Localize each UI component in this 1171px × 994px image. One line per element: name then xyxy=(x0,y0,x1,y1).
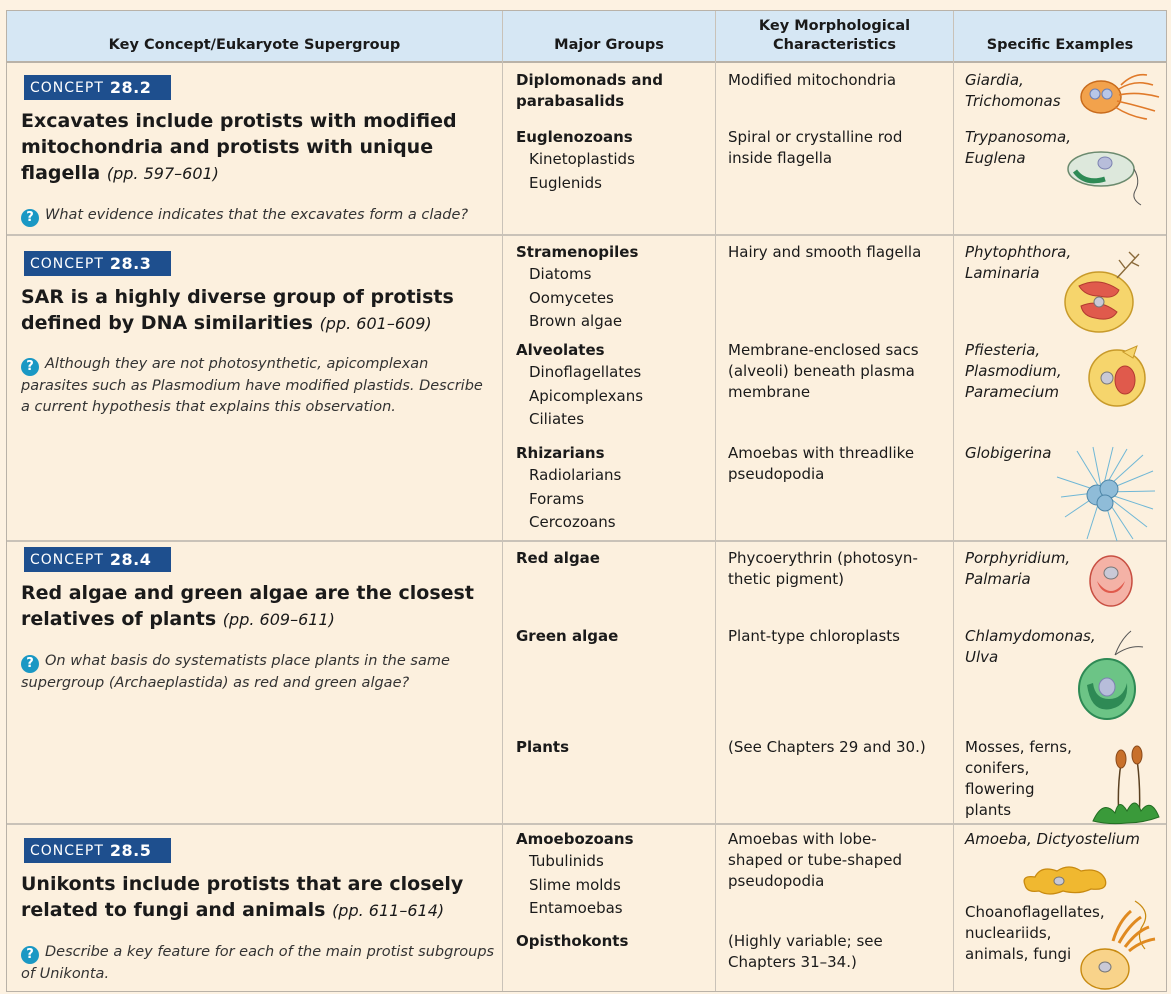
porphyridium-illustration xyxy=(1089,555,1133,607)
characteristic: (Highly variable; see Chapters 31–34.) xyxy=(728,932,883,971)
subgroup: Radiolarians xyxy=(529,466,622,484)
examples: Globigerina xyxy=(965,444,1052,462)
concept-number: 28.4 xyxy=(109,550,152,569)
choanoflagellate-illustration xyxy=(1080,900,1156,990)
concept-badge: CONCEPT 28.5 xyxy=(24,838,171,863)
subgroup: Ciliates xyxy=(529,410,585,428)
examples: Porphyridium, Palmaria xyxy=(965,549,1071,588)
characteristic: Membrane-enclosed sacs (alveoli) beneath… xyxy=(728,341,919,401)
concept-label: CONCEPT xyxy=(30,842,104,859)
subgroup: Euglenids xyxy=(529,173,602,192)
subgroup: Diatoms xyxy=(529,265,592,283)
characteristic: Amoebas with lobe-shaped or tube-shaped … xyxy=(728,830,903,890)
concept-label: CONCEPT xyxy=(30,79,104,96)
concept-badge: CONCEPT 28.3 xyxy=(24,251,171,276)
group-name: Red algae xyxy=(516,549,600,567)
subgroup: Dinoflagellates xyxy=(529,363,642,381)
group-name: Diplomonads and parabasalids xyxy=(516,71,663,110)
concept-badge: CONCEPT 28.4 xyxy=(24,547,171,572)
subgroup: Cercozoans xyxy=(529,513,616,531)
group-block: Stramenopiles Diatoms Oomycetes Brown al… xyxy=(516,242,696,334)
examples: Pfiesteria, Plasmodium, Paramecium xyxy=(965,341,1062,401)
question-icon: ? xyxy=(21,946,39,964)
characteristic: Phycoerythrin (photosyn-thetic pigment) xyxy=(728,549,918,588)
subgroup: Oomycetes xyxy=(529,288,614,307)
header-morphological: Key Morphological Characteristics xyxy=(758,18,911,53)
review-question: ? On what basis do systematists place pla… xyxy=(21,653,450,691)
group-block: Euglenozoans Kinetoplastids Euglenids xyxy=(516,127,696,195)
phytophthora-illustration xyxy=(1064,251,1140,333)
characteristic: Amoebas with threadlike pseudopodia xyxy=(728,444,915,483)
row-divider xyxy=(7,540,1166,542)
summary-table: Key Concept/Eukaryote Supergroup Major G… xyxy=(6,10,1167,992)
row-divider xyxy=(7,234,1166,236)
subgroup: Apicomplexans xyxy=(529,386,644,405)
row-divider xyxy=(7,823,1166,825)
examples: Choanoflagellates, nucleariids, animals,… xyxy=(965,903,1105,963)
review-question: ? Although they are not photosynthetic, a… xyxy=(21,356,483,415)
globigerina-illustration xyxy=(1056,446,1156,542)
concept-number: 28.3 xyxy=(109,254,152,273)
concept-title: SAR is a highly diverse group of protist… xyxy=(21,286,454,334)
examples: Amoeba, Dictyostelium xyxy=(965,830,1140,848)
group-block: Rhizarians Radiolarians Forams Cercozoan… xyxy=(516,443,696,535)
group-name: Green algae xyxy=(516,627,619,645)
examples: Trypanosoma, Euglena xyxy=(965,128,1072,167)
examples: Chlamydomonas, Ulva xyxy=(965,627,1096,666)
group-name: Opisthokonts xyxy=(516,932,629,950)
characteristic: Spiral or crystalline rod inside flagell… xyxy=(728,128,903,167)
concept-title: Red algae and green algae are the closes… xyxy=(21,582,474,630)
header-key-concept: Key Concept/Eukaryote Supergroup xyxy=(108,37,401,53)
subgroup: Slime molds xyxy=(529,875,621,894)
concept-number: 28.5 xyxy=(109,841,152,860)
characteristic: Hairy and smooth flagella xyxy=(728,243,922,261)
group-block: Amoebozoans Tubulinids Slime molds Entam… xyxy=(516,829,696,921)
header-major-groups: Major Groups xyxy=(554,37,664,53)
concept-title: Unikonts include protists that are close… xyxy=(21,873,464,921)
review-question: ? What evidence indicates that the excava… xyxy=(21,205,496,227)
examples: Mosses, ferns, conifers, flowering plant… xyxy=(965,738,1072,819)
group-block: Alveolates Dinoflagellates Apicomplexans… xyxy=(516,340,696,432)
amoeba-illustration xyxy=(1023,866,1107,895)
concept-badge: CONCEPT 28.2 xyxy=(24,75,171,100)
concept-number: 28.2 xyxy=(109,78,152,97)
concept-label: CONCEPT xyxy=(30,551,104,568)
characteristic: Plant-type chloroplasts xyxy=(728,627,900,645)
chlamydomonas-illustration xyxy=(1078,630,1144,720)
column-divider xyxy=(715,11,716,991)
question-icon: ? xyxy=(21,209,39,227)
examples: Giardia, Trichomonas xyxy=(965,71,1061,110)
column-divider xyxy=(502,11,503,991)
question-icon: ? xyxy=(21,358,39,376)
pfiesteria-illustration xyxy=(1088,345,1146,407)
subgroup: Brown algae xyxy=(529,312,623,330)
concept-title: Excavates include protists with modified… xyxy=(21,110,457,184)
review-question: ? Describe a key feature for each of the … xyxy=(21,944,495,982)
column-divider xyxy=(953,11,954,991)
plants-illustration xyxy=(1092,745,1160,825)
group-name: Plants xyxy=(516,738,570,756)
examples: Phytophthora, Laminaria xyxy=(965,243,1072,282)
subgroup: Forams xyxy=(529,489,585,508)
euglena-illustration xyxy=(1067,151,1142,206)
characteristic: (See Chapters 29 and 30.) xyxy=(728,738,926,756)
subgroup: Tubulinids xyxy=(529,852,604,870)
concept-label: CONCEPT xyxy=(30,255,104,272)
subgroup: Entamoebas xyxy=(529,899,623,917)
question-icon: ? xyxy=(21,655,39,673)
header-specific-examples: Specific Examples xyxy=(986,37,1134,53)
table-header xyxy=(7,11,1166,63)
characteristic: Modified mitochondria xyxy=(728,71,897,89)
giardia-illustration xyxy=(1080,73,1160,120)
subgroup: Kinetoplastids xyxy=(529,150,635,168)
